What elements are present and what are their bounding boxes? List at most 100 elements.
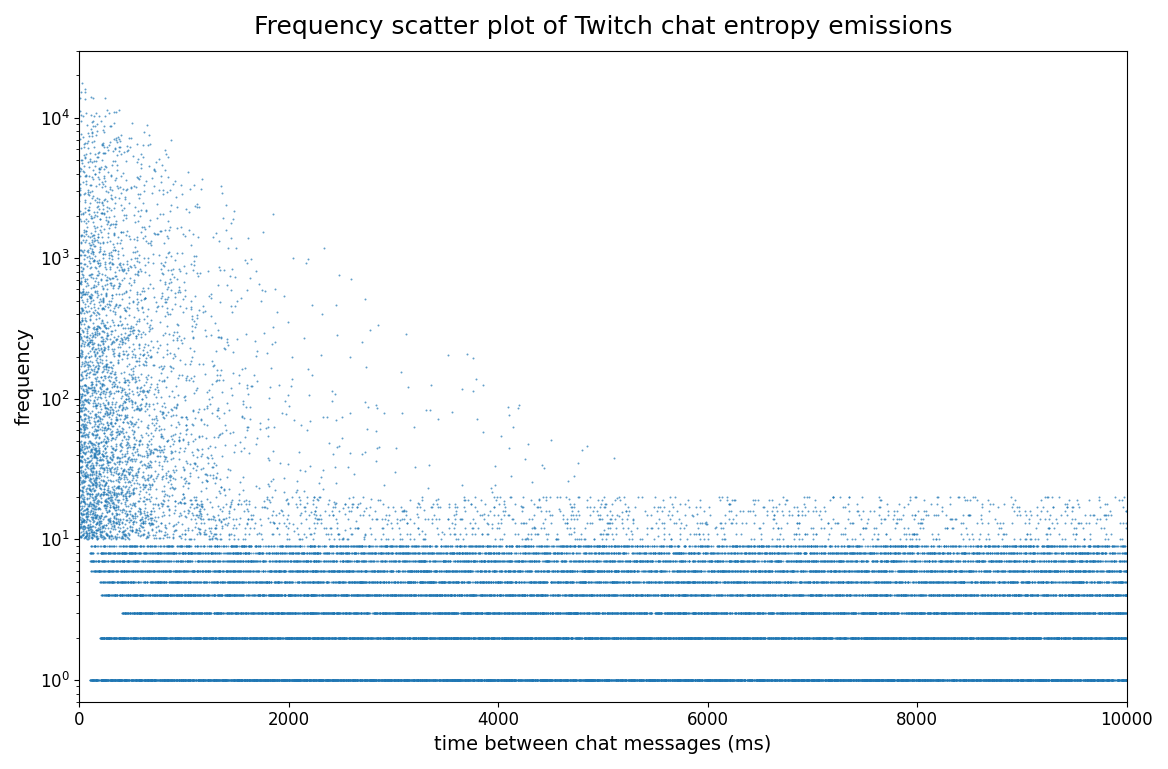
Point [1090,607,1108,619]
Point [281,607,300,619]
Point [110,674,128,686]
Point [74,464,92,477]
Point [644,674,662,686]
Point [86,527,105,539]
Point [333,674,352,686]
Point [1092,607,1111,619]
Point [559,589,578,601]
Point [1051,674,1070,686]
Point [479,631,498,644]
Point [730,631,749,644]
Point [642,674,661,686]
Point [460,607,479,619]
Point [895,547,913,559]
Point [259,674,278,686]
Point [116,631,134,644]
Point [236,555,255,568]
Point [1104,631,1122,644]
Point [301,540,320,552]
Point [554,631,572,644]
Point [95,540,113,552]
Point [1006,575,1024,588]
Point [993,674,1011,686]
Point [1038,674,1057,686]
Point [704,674,723,686]
Point [112,456,131,468]
Point [672,674,690,686]
Point [249,631,267,644]
Point [474,674,493,686]
Point [855,674,874,686]
Point [881,674,899,686]
Point [945,607,964,619]
Point [491,491,509,503]
Point [449,575,467,588]
Point [360,674,378,686]
Point [769,555,787,568]
Point [185,589,203,601]
Point [93,589,112,601]
Point [312,564,331,577]
Point [632,631,651,644]
Point [705,674,724,686]
Point [752,575,771,588]
Point [356,674,375,686]
Point [572,589,591,601]
Point [876,589,895,601]
Point [1062,631,1080,644]
Point [88,323,106,335]
Point [269,589,287,601]
Point [665,607,683,619]
Point [306,564,325,577]
Point [1106,575,1125,588]
Point [74,520,92,532]
Point [155,488,174,500]
Point [1024,607,1043,619]
Point [110,409,128,421]
Point [95,524,113,537]
Point [813,564,832,577]
Point [332,547,350,559]
Point [447,575,466,588]
Point [614,589,633,601]
Point [1000,674,1018,686]
Point [847,498,865,510]
Point [197,330,216,342]
Point [388,564,406,577]
Point [690,533,709,545]
Point [969,533,988,545]
Point [71,404,90,416]
Point [867,555,885,568]
Point [547,674,565,686]
Point [684,674,703,686]
Point [524,575,543,588]
Point [99,390,118,402]
Point [651,575,669,588]
Point [304,589,322,601]
Point [91,350,110,362]
Point [120,589,139,601]
Point [704,674,723,686]
Point [906,674,925,686]
Point [383,631,402,644]
Point [702,555,721,568]
Point [416,607,434,619]
Point [509,555,528,568]
Point [79,521,98,533]
Point [903,547,922,559]
Point [367,631,385,644]
Point [1077,547,1096,559]
Point [310,540,328,552]
Point [293,547,312,559]
Point [536,589,555,601]
Point [718,631,737,644]
Point [891,547,910,559]
Point [96,401,114,414]
Point [238,674,257,686]
Point [192,495,210,508]
Point [545,674,564,686]
Point [1058,547,1077,559]
Point [178,458,196,470]
Point [363,674,382,686]
Point [267,674,286,686]
